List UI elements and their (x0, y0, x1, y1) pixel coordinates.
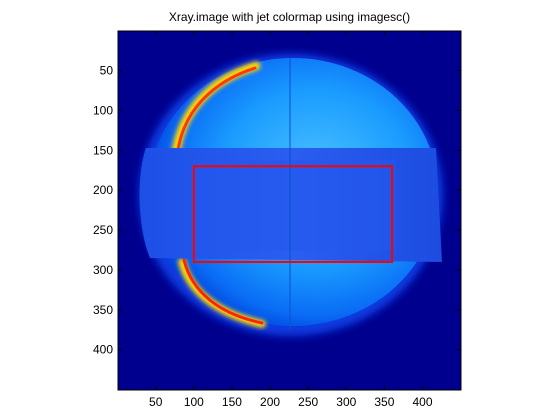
x-tick-label: 400 (412, 395, 432, 409)
roi-rectangle (192, 165, 394, 263)
y-tick-label: 200 (93, 183, 113, 197)
x-axis: 50 100 150 200 250 300 350 400 (149, 31, 433, 409)
x-tick-label: 50 (149, 395, 163, 409)
heatmap-image (118, 31, 461, 390)
chart-title: Xray.image with jet colormap using image… (169, 10, 410, 24)
x-tick-label: 300 (336, 395, 356, 409)
x-tick-label: 200 (260, 395, 280, 409)
x-tick-label: 100 (184, 395, 204, 409)
band-inner-texture (192, 160, 396, 251)
x-tick-label: 350 (374, 395, 394, 409)
bright-arc-lower-core (182, 258, 264, 325)
y-tick-label: 250 (93, 223, 113, 237)
bright-arc-upper-core (176, 66, 257, 152)
y-tick-label: 150 (93, 143, 113, 157)
y-tick-label: 350 (93, 303, 113, 317)
y-axis: 50 100 150 200 250 300 350 400 (93, 63, 461, 357)
y-tick-label: 100 (93, 103, 113, 117)
x-tick-label: 250 (298, 395, 318, 409)
roi-layer (192, 165, 394, 263)
y-tick-label: 400 (93, 343, 113, 357)
y-tick-label: 50 (100, 63, 114, 77)
y-tick-label: 300 (93, 263, 113, 277)
x-tick-label: 150 (222, 395, 242, 409)
axes-frame (117, 30, 462, 391)
